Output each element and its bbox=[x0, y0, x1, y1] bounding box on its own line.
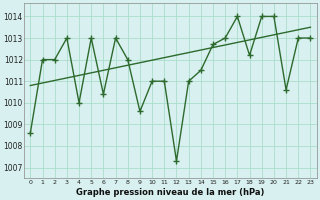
X-axis label: Graphe pression niveau de la mer (hPa): Graphe pression niveau de la mer (hPa) bbox=[76, 188, 265, 197]
